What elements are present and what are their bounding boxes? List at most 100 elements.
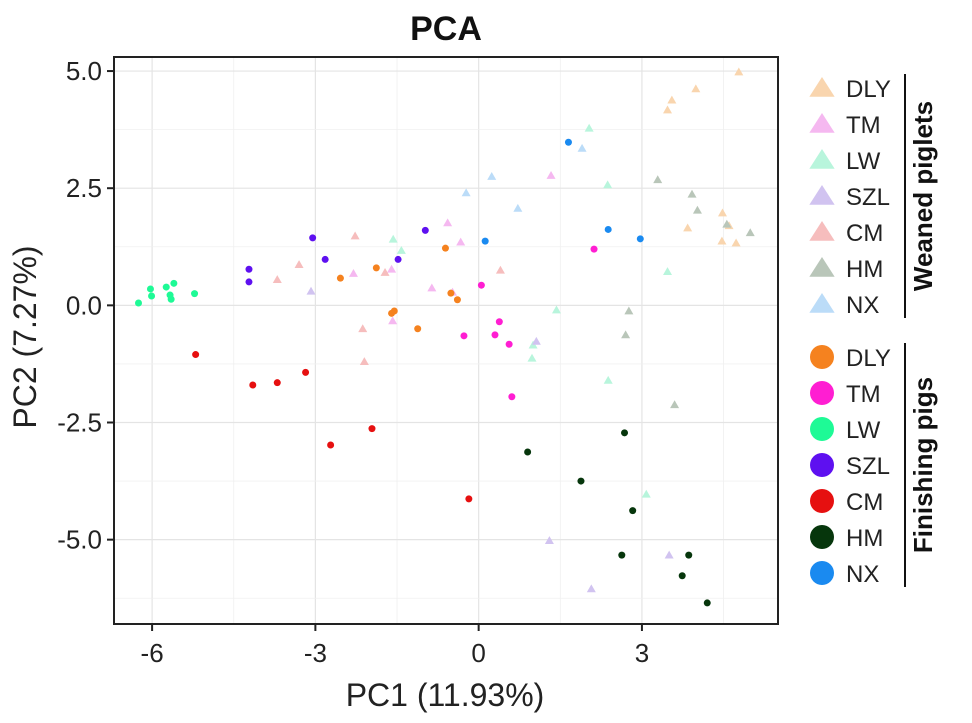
data-point-tm-circle [491,331,499,339]
data-point-dly-circle [447,289,455,297]
data-point-szl-triangle [544,536,554,544]
legend-group-title: Weaned piglets [908,101,938,291]
data-point-cm-circle [368,425,376,433]
data-point-cm-circle [302,368,310,376]
x-axis-ticks: -6 -3 0 3 [141,624,649,668]
legend-label: CM [846,489,883,516]
data-point-dly-triangle [717,236,727,245]
data-point-dly-circle [336,274,344,282]
data-point-lw-circle [148,292,156,300]
data-point-tm-triangle [388,316,398,325]
data-point-lw-triangle [663,267,673,275]
legend-marker-triangle [809,113,835,133]
data-point-tm-triangle [546,171,556,179]
data-points [134,67,755,607]
data-point-hm-triangle [687,189,697,198]
x-tick-label: -3 [304,638,327,668]
data-point-dly-circle [414,325,422,333]
data-point-lw-circle [146,285,154,293]
data-point-hm-triangle [745,228,755,237]
data-point-szl-circle [394,255,402,263]
data-point-tm-circle [477,281,485,289]
data-point-dly-triangle [663,105,673,114]
data-point-szl-circle [309,234,317,242]
legend-label: NX [846,561,879,588]
grid [114,57,778,624]
data-point-tm-triangle [427,283,437,292]
plot-frame [113,56,779,625]
data-point-cm-triangle [294,260,304,268]
data-point-szl-triangle [586,584,596,593]
legend-marker-circle [810,453,834,477]
y-axis-title: PC2 (7.27%) [7,245,43,428]
data-point-dly-triangle [683,223,693,232]
data-point-cm-triangle [350,231,360,240]
data-point-lw-triangle [641,489,651,498]
legend-marker-circle [810,525,834,549]
data-point-hm-circle [618,551,626,559]
data-point-lw-triangle [388,234,398,243]
data-point-cm-circle [465,495,473,503]
data-point-szl-circle [321,255,329,263]
data-point-tm-triangle [387,264,397,273]
data-point-hm-circle [577,477,585,485]
legend-marker-triangle [809,77,835,97]
y-tick-label: 0.0 [66,290,102,320]
legend-label: DLY [846,345,891,372]
data-point-nx-circle [604,225,612,233]
data-point-cm-triangle [495,265,505,274]
data-point-cm-circle [273,379,281,387]
data-point-szl-triangle [306,286,316,295]
legend-marker-circle [810,345,834,369]
data-point-nx-triangle [487,171,497,180]
data-point-dly-circle [453,296,461,304]
data-point-szl-triangle [664,550,674,559]
data-point-cm-triangle [272,275,282,283]
data-point-szl-triangle [531,336,541,345]
data-point-tm-circle [460,332,468,340]
data-point-szl-circle [421,226,429,234]
data-point-hm-circle [703,599,711,607]
legend: DLY TM LW SZL CM HM NX Weaned piglets DLY TM LW SZL… [809,74,938,588]
data-point-lw-circle [162,283,170,291]
legend-group-title: Finishing pigs [908,377,938,553]
legend-label: SZL [846,184,890,211]
data-point-hm-circle [629,507,637,515]
legend-label: LW [846,148,881,175]
legend-label: CM [846,220,883,247]
data-point-dly-triangle [717,208,727,217]
data-point-tm-triangle [456,237,466,246]
data-point-dly-triangle [691,84,701,93]
data-point-hm-triangle [621,330,631,339]
legend-marker-circle [810,381,834,405]
data-point-lw-triangle [527,353,537,362]
data-point-hm-triangle [653,175,663,184]
data-point-cm-triangle [358,324,368,333]
data-point-lw-triangle [603,375,613,384]
legend-marker-triangle [809,293,835,313]
legend-marker-triangle [809,185,835,205]
legend-marker-triangle [809,257,835,277]
legend-label: TM [846,112,881,139]
legend-label: TM [846,381,881,408]
data-point-nx-circle [481,237,489,245]
data-point-nx-triangle [577,143,587,152]
legend-label: HM [846,525,883,552]
data-point-lw-circle [191,290,199,298]
data-point-dly-circle [388,309,396,317]
data-point-lw-triangle [551,305,561,314]
legend-label: SZL [846,453,890,480]
data-point-nx-circle [636,235,644,243]
y-tick-label: -2.5 [57,408,102,438]
x-axis-title: PC1 (11.93%) [346,677,545,713]
data-point-cm-circle [327,441,335,449]
data-point-dly-triangle [734,67,744,76]
data-point-tm-triangle [443,218,453,227]
data-point-cm-circle [192,351,200,359]
x-tick-label: 0 [471,638,485,668]
data-point-hm-triangle [722,219,732,228]
data-point-tm-circle [495,318,503,326]
data-point-tm-circle [590,245,598,253]
legend-label: LW [846,417,881,444]
data-point-hm-triangle [692,205,702,214]
